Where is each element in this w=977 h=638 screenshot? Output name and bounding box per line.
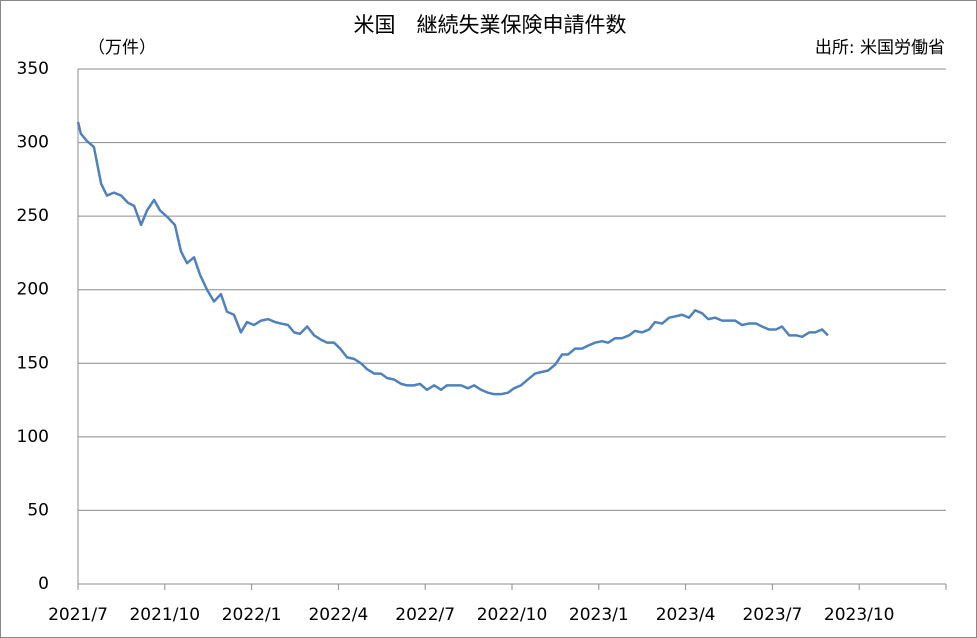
x-tick-label: 2021/7 (48, 605, 108, 625)
x-tick-label: 2021/10 (129, 605, 200, 625)
x-tick-label: 2023/10 (824, 605, 895, 625)
y-tick-label: 100 (17, 427, 49, 447)
x-tick-label: 2023/7 (742, 605, 802, 625)
chart-title: 米国 継続失業保険申請件数 (354, 13, 627, 37)
source-note: 出所: 米国労働省 (815, 38, 945, 58)
x-tick-label: 2022/4 (308, 605, 368, 625)
y-tick-label: 150 (17, 353, 49, 373)
x-tick-label: 2023/1 (569, 605, 629, 625)
y-tick-label: 250 (17, 206, 49, 226)
y-tick-label: 0 (38, 574, 49, 594)
y-unit-label: （万件） (88, 38, 156, 58)
data-line (76, 121, 829, 396)
x-tick-label: 2022/7 (395, 605, 455, 625)
y-tick-label: 300 (17, 133, 49, 153)
x-tick-label: 2023/4 (656, 605, 716, 625)
x-tick-label: 2022/1 (222, 605, 282, 625)
y-tick-label: 50 (27, 500, 49, 520)
y-tick-label: 350 (17, 59, 49, 79)
x-tick-label: 2022/10 (477, 605, 548, 625)
y-tick-label: 200 (17, 280, 49, 300)
